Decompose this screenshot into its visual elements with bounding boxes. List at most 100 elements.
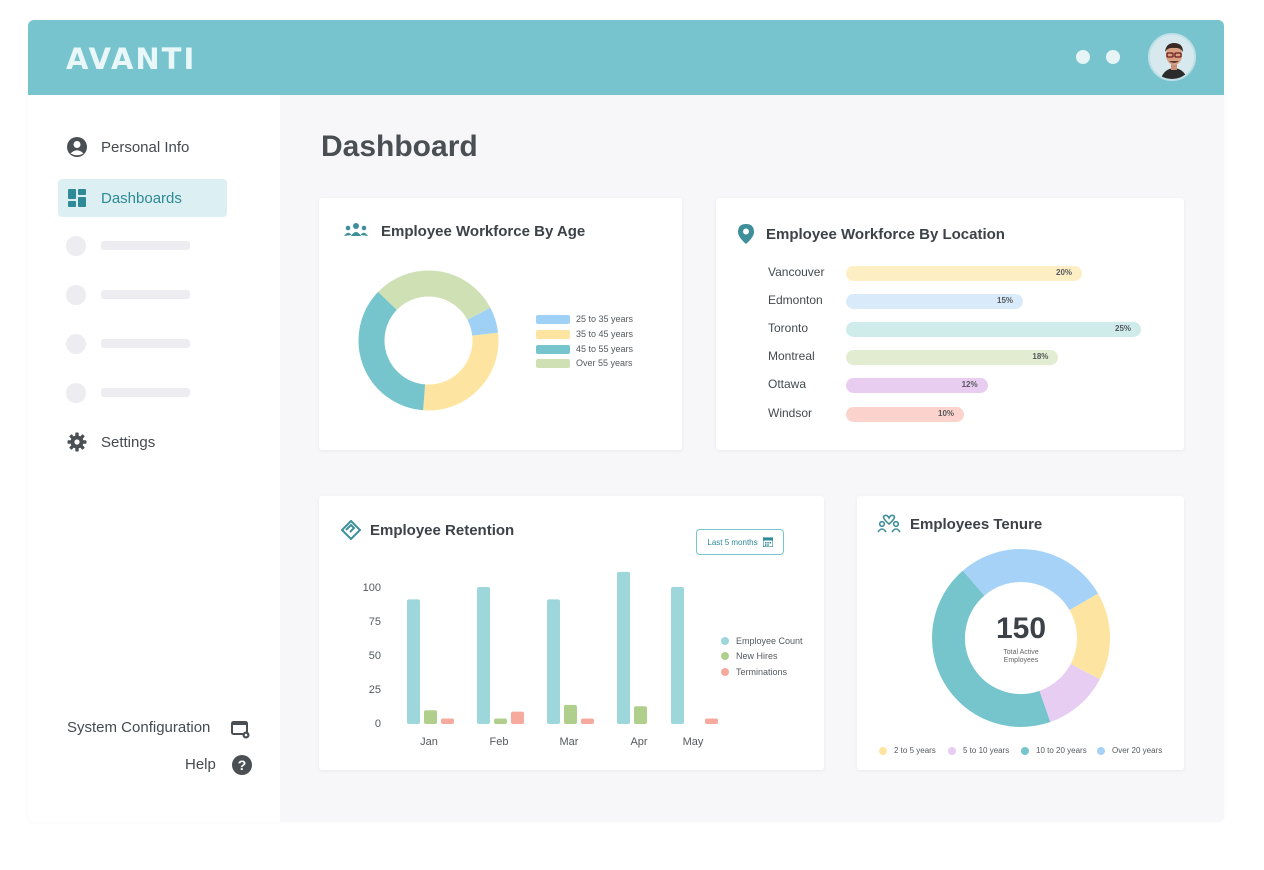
donut-slice[interactable] bbox=[423, 332, 499, 411]
x-tick-label: Apr bbox=[630, 736, 647, 748]
bar-employee-count[interactable] bbox=[477, 587, 490, 724]
notification-dot[interactable] bbox=[1076, 50, 1090, 64]
location-bar[interactable]: 20% bbox=[846, 266, 1082, 281]
legend-item: Employee Count bbox=[721, 636, 803, 646]
bar-new-hires[interactable] bbox=[564, 704, 577, 724]
bar-terminations[interactable] bbox=[705, 718, 718, 724]
location-label: Montreal bbox=[768, 349, 815, 363]
user-circle-icon bbox=[66, 136, 88, 158]
bar-employee-count[interactable] bbox=[671, 587, 684, 724]
y-tick-label: 25 bbox=[369, 684, 381, 696]
bar-new-hires[interactable] bbox=[424, 710, 437, 724]
location-bar[interactable]: 18% bbox=[846, 350, 1059, 365]
location-label: Vancouver bbox=[768, 265, 825, 279]
handshake-icon bbox=[340, 519, 367, 542]
total-employees-label: Employees bbox=[1003, 657, 1039, 664]
total-employees-label: Total Active bbox=[1003, 649, 1039, 656]
location-bar[interactable]: 12% bbox=[846, 378, 988, 393]
age-donut-chart bbox=[358, 270, 499, 411]
legend-item: New Hires bbox=[721, 651, 778, 661]
legend-item: Over 55 years bbox=[536, 358, 633, 368]
x-tick-label: Mar bbox=[560, 736, 579, 748]
bar-terminations[interactable] bbox=[441, 718, 454, 724]
placeholder-icon bbox=[66, 383, 86, 403]
location-card: Employee Workforce By Location Vancouver… bbox=[716, 198, 1184, 450]
sidebar-item-label: Personal Info bbox=[101, 138, 190, 156]
legend-item: 25 to 35 years bbox=[536, 314, 633, 324]
bar-new-hires[interactable] bbox=[494, 718, 507, 724]
retention-bar-chart: 100 75 50 25 0 Jan Feb Mar Apr May bbox=[363, 571, 718, 748]
sidebar-item-label: Settings bbox=[101, 433, 156, 451]
placeholder-bar bbox=[101, 388, 190, 397]
donut-slice[interactable] bbox=[358, 291, 426, 411]
menu-dot[interactable] bbox=[1106, 50, 1120, 64]
team-icon bbox=[343, 220, 369, 242]
y-tick-label: 0 bbox=[375, 718, 381, 730]
placeholder-bar bbox=[101, 290, 190, 299]
map-pin-icon bbox=[738, 224, 764, 246]
help-icon[interactable]: ? bbox=[232, 755, 252, 775]
bar-employee-count[interactable] bbox=[547, 599, 560, 724]
location-value: 12% bbox=[961, 380, 978, 389]
logo: AVANTI bbox=[66, 42, 197, 76]
donut-slice[interactable] bbox=[378, 270, 491, 321]
bar-new-hires[interactable] bbox=[634, 706, 647, 724]
location-bar[interactable]: 10% bbox=[846, 407, 964, 422]
tenure-card: Employees Tenure 150 Total Active Employ… bbox=[857, 496, 1184, 770]
location-label: Windsor bbox=[768, 406, 813, 420]
donut-slice[interactable] bbox=[1038, 663, 1100, 723]
sidebar-item-label: Dashboards bbox=[101, 189, 182, 207]
sidebar: Personal Info Dashboards Settings System… bbox=[28, 95, 280, 822]
help-link[interactable]: Help bbox=[185, 756, 216, 773]
placeholder-bar bbox=[101, 339, 190, 348]
donut-slice[interactable] bbox=[932, 570, 1051, 727]
system-configuration-icon[interactable] bbox=[231, 720, 251, 740]
legend-item: 2 to 5 years bbox=[879, 746, 936, 755]
system-configuration-link[interactable]: System Configuration bbox=[67, 719, 211, 736]
donut-slice[interactable] bbox=[467, 307, 499, 337]
bar-terminations[interactable] bbox=[511, 711, 524, 724]
x-tick-label: May bbox=[683, 736, 704, 748]
y-tick-label: 100 bbox=[363, 582, 381, 594]
app-window: AVANTI Personal Info bbox=[28, 20, 1224, 822]
top-bar: AVANTI bbox=[28, 20, 1224, 95]
dashboard-icon bbox=[66, 187, 88, 209]
location-label: Edmonton bbox=[768, 293, 823, 307]
donut-slice[interactable] bbox=[1069, 593, 1110, 680]
filter-label: Last 5 months bbox=[707, 537, 758, 547]
gear-icon bbox=[66, 431, 88, 453]
sidebar-item-dashboards[interactable]: Dashboards bbox=[58, 179, 227, 217]
sidebar-item-settings[interactable]: Settings bbox=[58, 423, 227, 461]
location-label: Ottawa bbox=[768, 377, 807, 391]
bar-terminations[interactable] bbox=[581, 718, 594, 724]
y-tick-label: 50 bbox=[369, 650, 381, 662]
card-title: Employee Workforce By Age bbox=[381, 223, 586, 240]
avatar[interactable] bbox=[1148, 33, 1196, 81]
placeholder-bar bbox=[101, 241, 190, 250]
location-bar[interactable]: 25% bbox=[846, 322, 1141, 337]
legend-item: Terminations bbox=[721, 667, 787, 677]
location-bar[interactable]: 15% bbox=[846, 294, 1023, 309]
sidebar-item-personal-info[interactable]: Personal Info bbox=[58, 128, 227, 166]
x-tick-label: Jan bbox=[420, 736, 438, 748]
bar-employee-count[interactable] bbox=[407, 599, 420, 724]
tenure-donut-chart bbox=[932, 549, 1110, 727]
retention-card: Employee Retention Last 5 months 100 75 50… bbox=[319, 496, 824, 770]
y-tick-label: 75 bbox=[369, 616, 381, 628]
location-value: 10% bbox=[938, 409, 955, 418]
location-value: 18% bbox=[1032, 352, 1049, 361]
date-range-filter-button[interactable]: Last 5 months bbox=[696, 529, 784, 555]
bar-employee-count[interactable] bbox=[617, 571, 630, 724]
age-card: Employee Workforce By Age 25 to 35 years… bbox=[319, 198, 682, 450]
people-heart-icon bbox=[877, 513, 903, 535]
card-title: Employee Workforce By Location bbox=[766, 226, 1005, 243]
location-value: 15% bbox=[997, 296, 1014, 305]
card-title: Employees Tenure bbox=[910, 516, 1043, 533]
calendar-icon bbox=[762, 537, 773, 547]
location-value: 25% bbox=[1115, 324, 1132, 333]
card-title: Employee Retention bbox=[370, 522, 515, 539]
placeholder-icon bbox=[66, 236, 86, 256]
donut-slice[interactable] bbox=[962, 549, 1099, 611]
location-value: 20% bbox=[1056, 268, 1073, 277]
location-label: Toronto bbox=[768, 321, 809, 335]
